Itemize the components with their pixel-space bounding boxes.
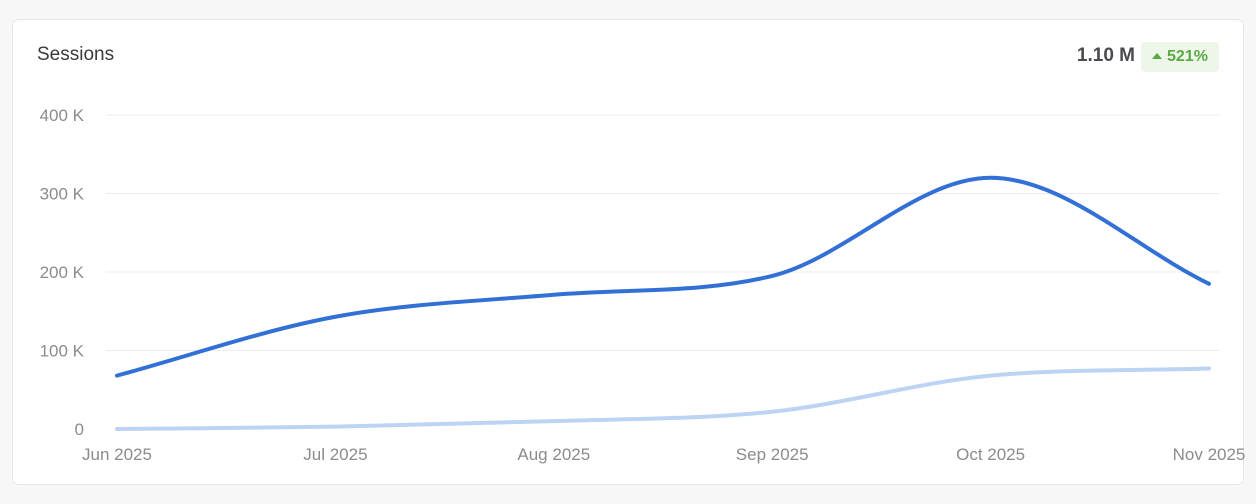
change-value: 521%: [1167, 48, 1208, 65]
y-tick-label: 100 K: [40, 342, 85, 361]
y-tick-label: 200 K: [40, 263, 85, 282]
x-tick-label: Jun 2025: [82, 445, 152, 464]
series-lines: [115, 175, 1211, 431]
grid-lines: [106, 114, 1220, 351]
series-line-primary: [115, 175, 1211, 378]
x-tick-label: Nov 2025: [1173, 445, 1246, 464]
y-axis: 0 100 K 200 K 300 K 400 K: [40, 106, 85, 439]
x-tick-label: Oct 2025: [956, 445, 1025, 464]
y-tick-label: 400 K: [40, 106, 85, 125]
triangle-up-icon: [1152, 53, 1163, 59]
series-line-secondary: [115, 366, 1211, 431]
sessions-card: Sessions 1.10 M 521%: [12, 19, 1244, 485]
y-tick-label: 0: [75, 420, 84, 439]
y-tick-label: 300 K: [40, 185, 85, 204]
sessions-total: 1.10 M: [1076, 45, 1135, 66]
change-badge: 521%: [1141, 42, 1219, 72]
x-axis: Jun 2025 Jul 2025 Aug 2025 Sep 2025 Oct 2025…: [82, 445, 1245, 464]
x-tick-label: Sep 2025: [736, 445, 809, 464]
card-title: Sessions: [37, 44, 115, 65]
x-tick-label: Aug 2025: [517, 445, 590, 464]
x-tick-label: Jul 2025: [303, 445, 367, 464]
